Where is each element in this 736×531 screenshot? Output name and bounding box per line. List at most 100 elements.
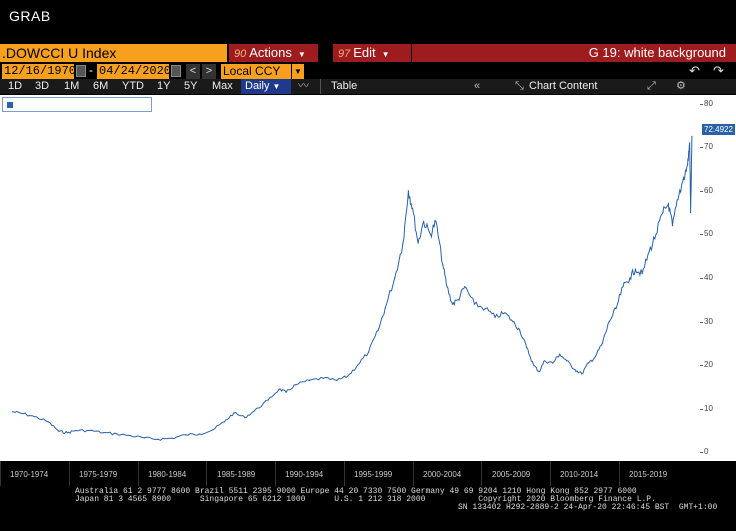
data-point xyxy=(384,307,386,310)
x-tick-mark xyxy=(344,461,345,486)
toolbar-divider xyxy=(320,79,321,94)
y-tick-label: 80 xyxy=(704,99,713,108)
frequency-label: Daily xyxy=(245,80,270,92)
data-point xyxy=(494,316,496,318)
y-tick-label: 60 xyxy=(704,186,713,195)
gear-icon[interactable]: ⚙ xyxy=(676,80,686,92)
data-point xyxy=(634,268,637,270)
data-point xyxy=(322,377,324,379)
x-tick-label: 1980-1984 xyxy=(148,470,187,479)
data-point xyxy=(451,303,454,305)
data-point xyxy=(33,416,36,418)
x-tick-mark xyxy=(481,461,482,486)
data-point xyxy=(116,433,118,435)
footer-contacts-line2: Japan 81 3 4565 8900 Singapore 65 6212 1… xyxy=(75,495,656,504)
actions-menu-label: Actions xyxy=(249,45,292,60)
data-point xyxy=(253,410,255,412)
period-6m-button[interactable]: 6M xyxy=(93,80,109,92)
data-point xyxy=(473,303,476,305)
chevron-left-icon[interactable]: < xyxy=(186,64,200,79)
data-point xyxy=(295,384,297,386)
data-point xyxy=(526,347,528,349)
series-line xyxy=(12,136,693,441)
x-tick-mark xyxy=(413,461,414,486)
y-tick-mark xyxy=(700,322,703,323)
data-point xyxy=(402,242,404,244)
data-point xyxy=(682,177,685,179)
frequency-select[interactable]: Daily ▼ xyxy=(241,79,291,94)
y-tick-mark xyxy=(700,409,703,410)
data-point xyxy=(308,379,310,381)
data-point xyxy=(394,277,396,279)
chevron-right-icon[interactable]: > xyxy=(202,64,216,79)
line-chart-icon[interactable]: 〰 xyxy=(298,80,309,92)
y-tick-label: 70 xyxy=(704,142,713,151)
title-bar: GRAB xyxy=(0,0,736,36)
calendar-icon[interactable] xyxy=(171,65,181,77)
calendar-icon[interactable] xyxy=(76,65,86,77)
data-point xyxy=(648,251,650,253)
period-5y-button[interactable]: 5Y xyxy=(184,80,198,92)
date-bar: 12/16/1970 - 04/24/2020 < > Local CCY ▼ … xyxy=(0,63,736,80)
y-tick-mark xyxy=(700,452,703,453)
data-point xyxy=(622,286,624,288)
y-tick-mark xyxy=(700,234,703,235)
x-tick-label: 2005-2009 xyxy=(492,470,531,479)
data-point xyxy=(198,433,200,435)
end-date-field[interactable]: 04/24/2020 xyxy=(97,64,172,79)
data-point xyxy=(667,203,670,205)
chart-legend[interactable] xyxy=(2,97,152,112)
x-tick-label: 1985-1989 xyxy=(217,470,256,479)
data-point xyxy=(442,264,444,266)
data-point xyxy=(11,411,13,413)
data-point xyxy=(662,212,664,214)
table-button[interactable]: Table xyxy=(331,80,358,92)
data-point xyxy=(75,429,77,432)
x-tick-label: 2015-2019 xyxy=(629,470,668,479)
data-point xyxy=(102,432,104,434)
actions-menu-button[interactable]: 90 Actions ▼ xyxy=(229,44,318,62)
data-point xyxy=(629,277,631,279)
window-title: GRAB xyxy=(9,8,51,24)
edit-menu-button[interactable]: 97 Edit ▼ xyxy=(333,44,411,62)
period-1y-button[interactable]: 1Y xyxy=(157,80,171,92)
period-1m-button[interactable]: 1M xyxy=(64,80,80,92)
period-3d-button[interactable]: 3D xyxy=(35,80,50,92)
data-point xyxy=(88,429,90,432)
data-point xyxy=(20,412,22,414)
x-tick-mark xyxy=(550,461,551,486)
period-1d-button[interactable]: 1D xyxy=(8,80,23,92)
command-bar: .DOWCCI U Index 90 Actions ▼ 97 Edit ▼ G 19:… xyxy=(0,44,736,62)
edit-menu-label: Edit xyxy=(353,45,376,60)
redo-icon[interactable]: ↷ xyxy=(713,63,724,78)
y-tick-mark xyxy=(700,191,703,192)
undo-icon[interactable]: ↶ xyxy=(689,63,700,78)
start-date-field[interactable]: 12/16/1970 xyxy=(2,64,77,79)
data-point xyxy=(457,299,459,301)
double-chevron-left-icon[interactable]: « xyxy=(474,80,481,92)
chart-content-button[interactable]: Chart Content xyxy=(529,80,598,92)
currency-select[interactable]: Local CCY xyxy=(221,64,291,79)
period-ytd-button[interactable]: YTD xyxy=(122,80,144,92)
data-point xyxy=(212,429,214,431)
x-tick-label: 1990-1994 xyxy=(285,470,324,479)
data-point xyxy=(641,273,643,275)
chart-plot-area[interactable] xyxy=(0,95,700,461)
chevron-down-icon[interactable]: ▼ xyxy=(292,64,304,79)
data-point xyxy=(594,355,597,357)
period-max-button[interactable]: Max xyxy=(212,80,233,92)
data-point xyxy=(357,364,359,366)
expand-icon[interactable]: ⤢ xyxy=(647,80,656,92)
ticker-field[interactable]: .DOWCCI U Index xyxy=(0,44,227,62)
data-point xyxy=(671,225,674,227)
data-point xyxy=(446,286,448,288)
y-tick-label: 20 xyxy=(704,360,713,369)
data-point xyxy=(407,190,409,192)
y-tick-mark xyxy=(700,104,703,105)
data-point xyxy=(368,351,370,353)
data-point xyxy=(691,135,693,137)
data-point xyxy=(615,307,617,310)
y-tick-label: 10 xyxy=(704,404,713,413)
footer-session-info: SN 133402 H292-2889-2 24-Apr-20 22:46:45… xyxy=(458,503,718,512)
x-tick-label: 1995-1999 xyxy=(354,470,393,479)
